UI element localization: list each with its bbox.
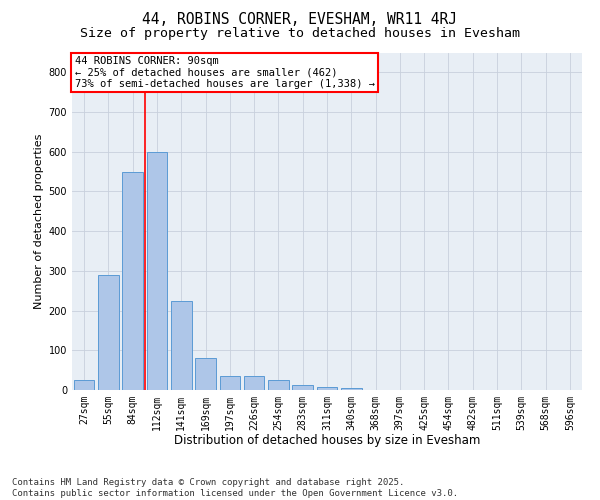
Bar <box>317 387 337 390</box>
Text: 44, ROBINS CORNER, EVESHAM, WR11 4RJ: 44, ROBINS CORNER, EVESHAM, WR11 4RJ <box>143 12 458 28</box>
Bar <box>98 275 119 390</box>
Text: Size of property relative to detached houses in Evesham: Size of property relative to detached ho… <box>80 28 520 40</box>
Bar <box>146 152 167 390</box>
X-axis label: Distribution of detached houses by size in Evesham: Distribution of detached houses by size … <box>174 434 480 448</box>
Bar <box>220 376 240 390</box>
Bar <box>74 380 94 390</box>
Y-axis label: Number of detached properties: Number of detached properties <box>34 134 44 309</box>
Text: Contains HM Land Registry data © Crown copyright and database right 2025.
Contai: Contains HM Land Registry data © Crown c… <box>12 478 458 498</box>
Bar <box>292 385 313 390</box>
Bar <box>122 172 143 390</box>
Bar <box>268 380 289 390</box>
Bar <box>244 376 265 390</box>
Bar <box>171 300 191 390</box>
Bar <box>341 388 362 390</box>
Bar <box>195 358 216 390</box>
Text: 44 ROBINS CORNER: 90sqm
← 25% of detached houses are smaller (462)
73% of semi-d: 44 ROBINS CORNER: 90sqm ← 25% of detache… <box>74 56 374 89</box>
